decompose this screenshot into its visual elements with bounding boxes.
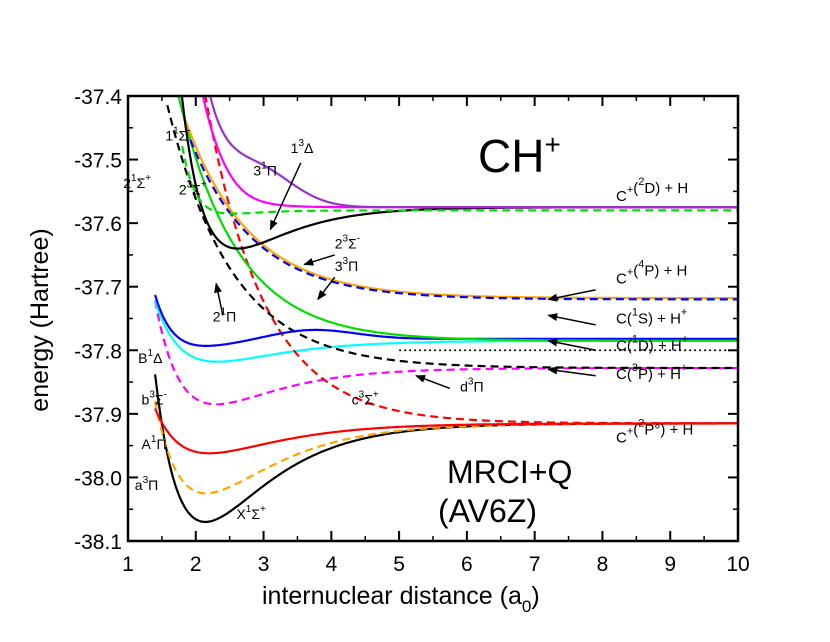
- asymptote-label: C+(4P) + H: [616, 259, 687, 288]
- state-label: 23Σ+: [179, 180, 207, 198]
- curve-3-1-: [209, 96, 738, 209]
- y-tick-label: -38.0: [74, 467, 122, 490]
- curve-2-1-: [180, 96, 738, 250]
- annotation-arrow: [547, 366, 596, 377]
- asymptote-label: C+(2D) + H: [616, 176, 688, 205]
- labels: 11Σ-31Π13Δ21Σ+23Σ+23Σ-33Π21ΠB1Δb3Σ-c3Σ+d…: [123, 126, 693, 522]
- method-label: MRCI+Q: [447, 454, 572, 490]
- y-tick-label: -37.7: [74, 277, 122, 300]
- chart-title: CH+: [478, 129, 561, 182]
- annotation-arrows: [214, 162, 596, 390]
- annotation-arrow: [214, 282, 224, 316]
- curve-2-3-: [189, 139, 738, 301]
- state-label: c3Σ+: [352, 389, 379, 407]
- state-label: 13Δ: [291, 138, 314, 156]
- plot-frame: [126, 94, 740, 543]
- annotation-arrow: [547, 289, 596, 302]
- annotation-arrow: [547, 313, 596, 326]
- curve-c-1s-h-green: [177, 96, 738, 342]
- state-label: 11Σ-: [165, 126, 190, 144]
- x-tick-label: 7: [529, 553, 541, 576]
- curve-d3-: [166, 104, 738, 370]
- x-tick-label: 1: [122, 553, 134, 576]
- x-tick-label: 2: [190, 553, 202, 576]
- y-tick-label: -37.5: [74, 150, 122, 173]
- x-tick-label: 5: [393, 553, 405, 576]
- curves: [154, 96, 738, 524]
- x-tick-label: 8: [597, 553, 609, 576]
- state-label: a3Π: [135, 475, 158, 493]
- state-label: d3Π: [460, 377, 483, 395]
- y-tick-label: -37.6: [74, 213, 122, 236]
- state-label: 31Π: [253, 160, 276, 178]
- chart-title-charge: +: [544, 129, 560, 160]
- annotation-arrow: [547, 338, 596, 352]
- state-label: b3Σ-: [142, 389, 167, 407]
- x-axis-label-sub: 0: [522, 597, 531, 616]
- y-tick-label: -37.8: [74, 340, 122, 363]
- asymptote-label: C+(2P°) + H: [616, 417, 693, 446]
- x-tick-label: 9: [664, 553, 676, 576]
- y-tick-label: -37.4: [74, 86, 122, 109]
- annotation-arrow: [415, 375, 451, 390]
- axis-ticks: 1 2 3 4 5 6 7 8 9 10 -37.4 -37.5 -37.6 -37.7 -37.8 -37.…: [74, 86, 750, 576]
- asymptote-label: C(1S) + H+: [616, 307, 687, 328]
- y-axis-label: energy (Hartree): [26, 228, 54, 411]
- curve-2-3-: [181, 145, 738, 215]
- x-tick-label: 3: [258, 553, 270, 576]
- annotation-arrow: [317, 276, 336, 301]
- y-tick-label: -37.9: [74, 404, 122, 427]
- annotation-arrow: [269, 162, 302, 231]
- state-label: 23Σ-: [335, 234, 360, 252]
- x-tick-label: 10: [726, 553, 749, 576]
- state-label: B1Δ: [138, 348, 162, 366]
- y-tick-label: -38.1: [74, 531, 122, 554]
- state-label: X1Σ+: [236, 504, 266, 522]
- x-tick-label: 4: [325, 553, 337, 576]
- state-label: 21Π: [213, 307, 236, 325]
- x-tick-label: 6: [461, 553, 473, 576]
- x-axis-label: internuclear distance (a0): [262, 582, 540, 616]
- basis-label: (AV6Z): [438, 493, 537, 529]
- state-label: 33Π: [335, 256, 358, 274]
- asymptote-label: C(3P) + H+: [616, 362, 687, 383]
- asymptote-label: C(1D) + H+: [616, 333, 688, 354]
- state-label: A1Π: [142, 434, 167, 452]
- annotation-arrow: [303, 254, 335, 266]
- curve-3-3-: [182, 114, 738, 300]
